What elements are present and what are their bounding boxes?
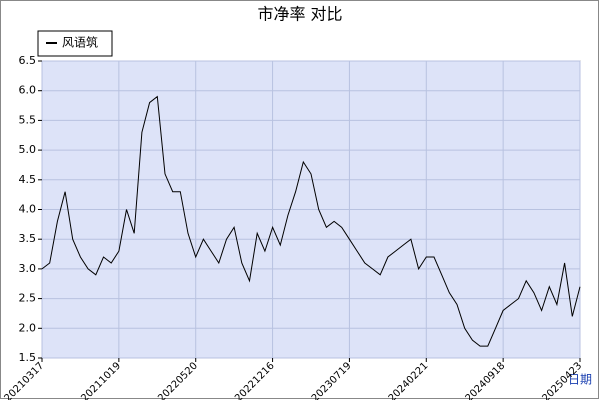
y-tick-label: 4.5 [19,173,37,186]
legend-label: 风语筑 [62,35,98,50]
y-tick-label: 4.0 [19,203,37,216]
series-line [41,95,581,347]
chart-title: 市净率 对比 [257,5,342,24]
y-tick-label: 6.0 [19,84,37,97]
y-tick-label: 2.0 [19,321,37,334]
y-tick-label: 5.5 [19,113,37,126]
y-tick-label: 3.5 [19,232,37,245]
x-axis-label: 日期 [568,373,592,387]
y-tick-label: 1.5 [19,351,37,364]
y-tick-label: 6.5 [19,54,37,67]
y-tick-label: 3.0 [19,262,37,275]
y-tick-label: 2.5 [19,292,37,305]
y-tick-label: 5.0 [19,143,37,156]
